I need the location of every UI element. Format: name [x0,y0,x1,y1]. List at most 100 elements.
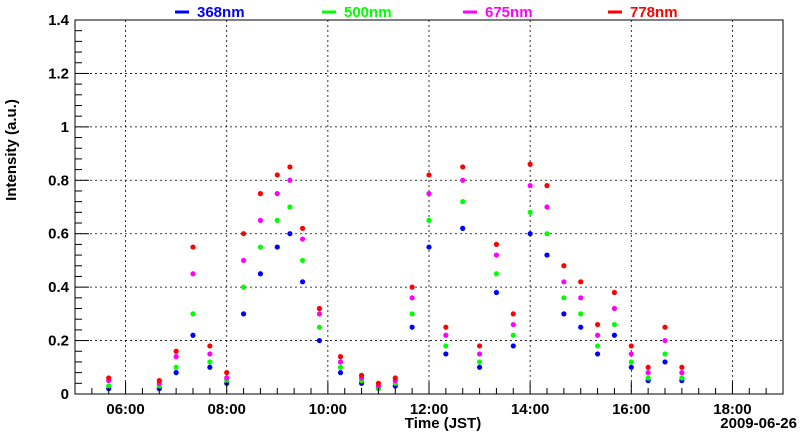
data-point [257,244,264,250]
data-point [510,321,516,328]
data-point [257,271,264,277]
data-point [493,271,500,277]
x-tick-label: 16:00 [612,401,650,418]
data-point [611,332,618,338]
data-point [409,295,415,301]
x-tick-label: 08:00 [208,401,246,418]
data-point [392,375,398,381]
legend-label: 500nm [344,4,392,21]
data-point [190,244,196,250]
data-point [224,370,230,376]
data-point [544,204,550,210]
data-point [460,177,466,183]
data-point [493,241,500,247]
y-tick-label: 1.4 [48,12,70,29]
data-point [679,370,685,376]
y-tick-labels: 0 0.2 0.4 0.6 0.8 1 1.2 1.4 [48,12,70,403]
series-368nm [106,225,685,392]
data-point [611,289,618,296]
y-tick-label: 1.2 [48,65,69,82]
data-point [426,172,432,178]
data-point [173,364,179,370]
legend-label: 675nm [485,4,533,21]
data-point [476,359,483,365]
y-axis-title: Intensity (a.u.) [3,99,20,201]
data-point [257,191,264,197]
data-point [240,257,247,264]
date-label: 2009-06-26 [720,415,797,432]
data-point [316,305,323,312]
data-point [662,359,668,365]
data-point [190,332,196,338]
data-point [645,364,651,370]
data-point [274,244,280,250]
data-point [207,364,213,370]
data-point [316,311,323,317]
data-point [409,311,415,317]
data-point [173,370,179,376]
y-tick-label: 0.6 [48,226,69,243]
data-point [594,332,601,338]
data-point [316,337,323,344]
data-point [240,311,247,317]
x-tick-label: 18:00 [713,401,751,418]
data-point [173,354,179,360]
data-point [287,164,293,170]
data-point [240,284,247,290]
legend-label: 778nm [630,4,678,21]
data-point [578,279,584,285]
data-point [476,351,483,357]
data-point [460,225,466,231]
data-point [510,332,516,338]
data-point [561,279,567,285]
x-axis-title: Time (JST) [405,415,481,432]
data-point [561,263,567,269]
data-point [561,311,567,317]
data-point [287,177,293,183]
data-point [274,217,280,223]
data-point [207,343,213,349]
data-point [106,375,112,381]
data-point [299,279,306,285]
data-point [594,321,601,328]
data-point [190,311,196,317]
x-tick-label: 12:00 [410,401,448,418]
data-point [493,289,500,296]
data-point [628,359,634,365]
x-tick-labels: 06:00 08:00 10:00 12:00 14:00 16:00 18:00 [106,401,751,418]
x-tick-label: 06:00 [106,401,144,418]
data-point [493,252,500,258]
data-point [527,161,533,167]
data-point [337,359,344,365]
data-point [426,217,432,223]
data-point [662,351,668,357]
data-point [544,183,550,189]
data-point [287,204,293,210]
data-point [443,351,449,357]
data-point [274,172,280,178]
data-point [611,305,618,312]
data-point [257,217,264,223]
data-point [156,378,162,384]
data-point [106,383,112,389]
data-point [274,191,280,197]
data-point [578,311,584,317]
data-point [443,324,449,330]
series-500nm [106,199,685,392]
data-point [628,343,634,349]
data-point [476,343,483,349]
data-point [358,372,365,378]
data-point [594,343,601,349]
data-point [337,370,344,376]
data-point [316,324,323,330]
x-tick-label: 10:00 [309,401,347,418]
data-point [679,375,685,381]
y-tick-label: 1 [61,119,69,136]
data-point [476,364,483,370]
data-point [426,244,432,250]
data-point [544,231,550,237]
data-point [337,354,344,360]
legend-label: 368nm [197,4,245,21]
data-point [662,337,668,344]
data-point [527,209,533,215]
